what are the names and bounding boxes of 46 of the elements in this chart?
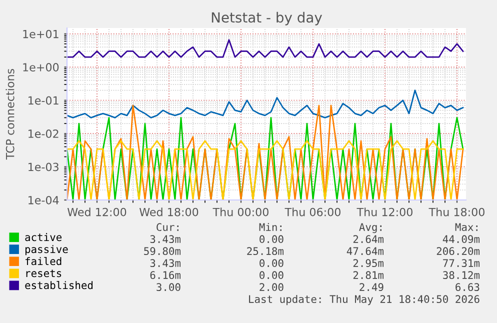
text: 38.12m [443, 271, 480, 280]
legend-label: established [25, 281, 93, 290]
text: 3.43m [150, 235, 181, 244]
text: 77.31m [443, 259, 480, 268]
text: Min: [259, 222, 282, 231]
x-tick-label: Thu 00:00 [212, 208, 268, 216]
text: 2.49 [360, 283, 384, 292]
text: 2.95m [353, 259, 384, 268]
y-axis-title: TCP connections [6, 68, 14, 160]
text: 0.00 [260, 271, 284, 280]
y-tick-label: 1e-03 [28, 162, 58, 172]
text: 3.43m [150, 259, 181, 268]
text: 3.00 [156, 283, 180, 292]
y-tick-label: 1e+01 [23, 30, 58, 38]
x-tick-label: Wed 18:00 [139, 208, 198, 216]
line-series [67, 39, 464, 58]
legend-label: failed [26, 257, 62, 266]
text: 2.81m [353, 271, 384, 280]
text: 44.09m [442, 235, 480, 244]
text: 6.63 [456, 283, 480, 292]
legend-label: passive [25, 245, 68, 256]
y-tick-label: 1e-04 [28, 196, 59, 204]
legend-label: resets [26, 270, 62, 278]
text: 206.20m [436, 247, 480, 256]
text: 2.00 [260, 283, 284, 292]
text: 0.00 [260, 259, 284, 268]
x-tick-label: Thu 12:00 [356, 208, 412, 216]
legend-label: active [25, 233, 62, 242]
text: 2.64m [353, 235, 384, 244]
text: 59.80m [144, 247, 181, 256]
text: Last update: Thu May 21 18:40:50 2026 [249, 294, 480, 306]
x-tick-label: Wed 12:00 [67, 208, 126, 216]
y-tick-label: 1e-01 [28, 96, 58, 105]
text: Max: [455, 223, 478, 232]
line-series [67, 90, 464, 118]
chart-title: Netstat - by day [212, 12, 322, 26]
text: Cur: [156, 223, 178, 232]
y-tick-label: 1e+00 [23, 63, 59, 72]
text: 0.00 [260, 235, 284, 244]
text: Avg: [359, 223, 382, 234]
text: 6.16m [150, 271, 181, 280]
x-tick-label: Thu 18:00 [428, 208, 484, 216]
x-tick-label: Thu 06:00 [284, 208, 340, 216]
text: 25.18m [247, 247, 284, 256]
text: 47.64m [346, 247, 384, 256]
y-tick-label: 1e-02 [28, 130, 58, 138]
